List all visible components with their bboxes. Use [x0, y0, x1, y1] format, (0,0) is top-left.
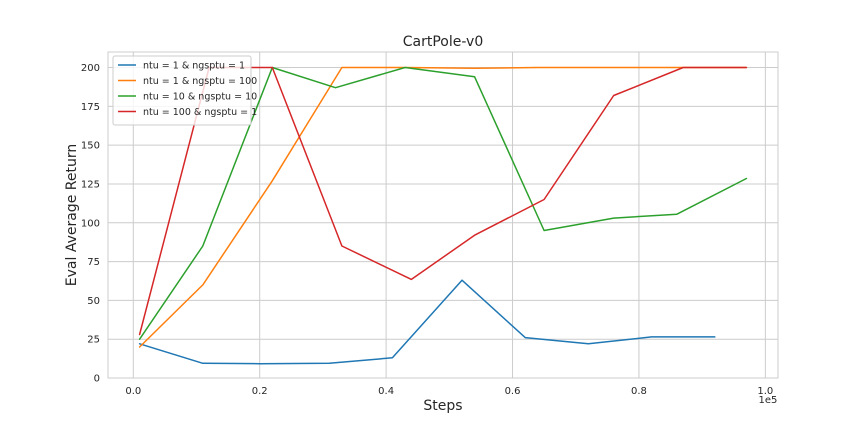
series-layer: [138, 66, 748, 365]
y-tick-label: 0: [94, 374, 100, 385]
series-line-1: [138, 279, 716, 365]
tick-labels: 0.0 0.2 0.4 0.6 0.8 1.0 0 25 50 75 100 125 150 175 200: [81, 63, 773, 397]
y-tick-label: 200: [81, 63, 100, 74]
x-tick-label: 0.0: [125, 386, 141, 397]
legend-items: ntu = 1 & ngsptu = 1 ntu = 1 & ngsptu = 1…: [118, 61, 257, 118]
series-line-3: [138, 66, 748, 340]
legend: ntu = 1 & ngsptu = 1 ntu = 1 & ngsptu = 1…: [112, 55, 257, 126]
chart-title: CartPole-v0: [403, 34, 483, 50]
x-axis-title: Steps: [423, 398, 462, 414]
series-line-2: [138, 66, 748, 348]
x-tick-label: 0.4: [378, 386, 394, 397]
legend-label-3: ntu = 10 & ngsptu = 10: [143, 92, 257, 103]
x-tick-label: 0.2: [252, 386, 268, 397]
y-tick-label: 150: [81, 141, 100, 152]
y-tick-label: 100: [81, 218, 100, 229]
x-axis-offset-label: 1e5: [759, 395, 778, 406]
legend-box: [112, 55, 252, 126]
y-tick-label: 175: [81, 102, 100, 113]
legend-label-1: ntu = 1 & ngsptu = 1: [143, 61, 245, 72]
x-tick-label: 0.8: [631, 386, 647, 397]
y-tick-label: 125: [81, 179, 100, 190]
legend-label-4: ntu = 100 & ngsptu = 1: [143, 107, 257, 118]
x-tick-label: 1.0: [757, 386, 773, 397]
x-tick-label: 0.6: [505, 386, 521, 397]
y-tick-label: 25: [87, 335, 100, 346]
legend-label-2: ntu = 1 & ngsptu = 100: [143, 76, 257, 87]
y-tick-label: 50: [87, 296, 100, 307]
plot-frame: [107, 51, 779, 379]
y-tick-label: 75: [87, 257, 100, 268]
y-axis-title: Eval Average Return: [64, 144, 80, 286]
